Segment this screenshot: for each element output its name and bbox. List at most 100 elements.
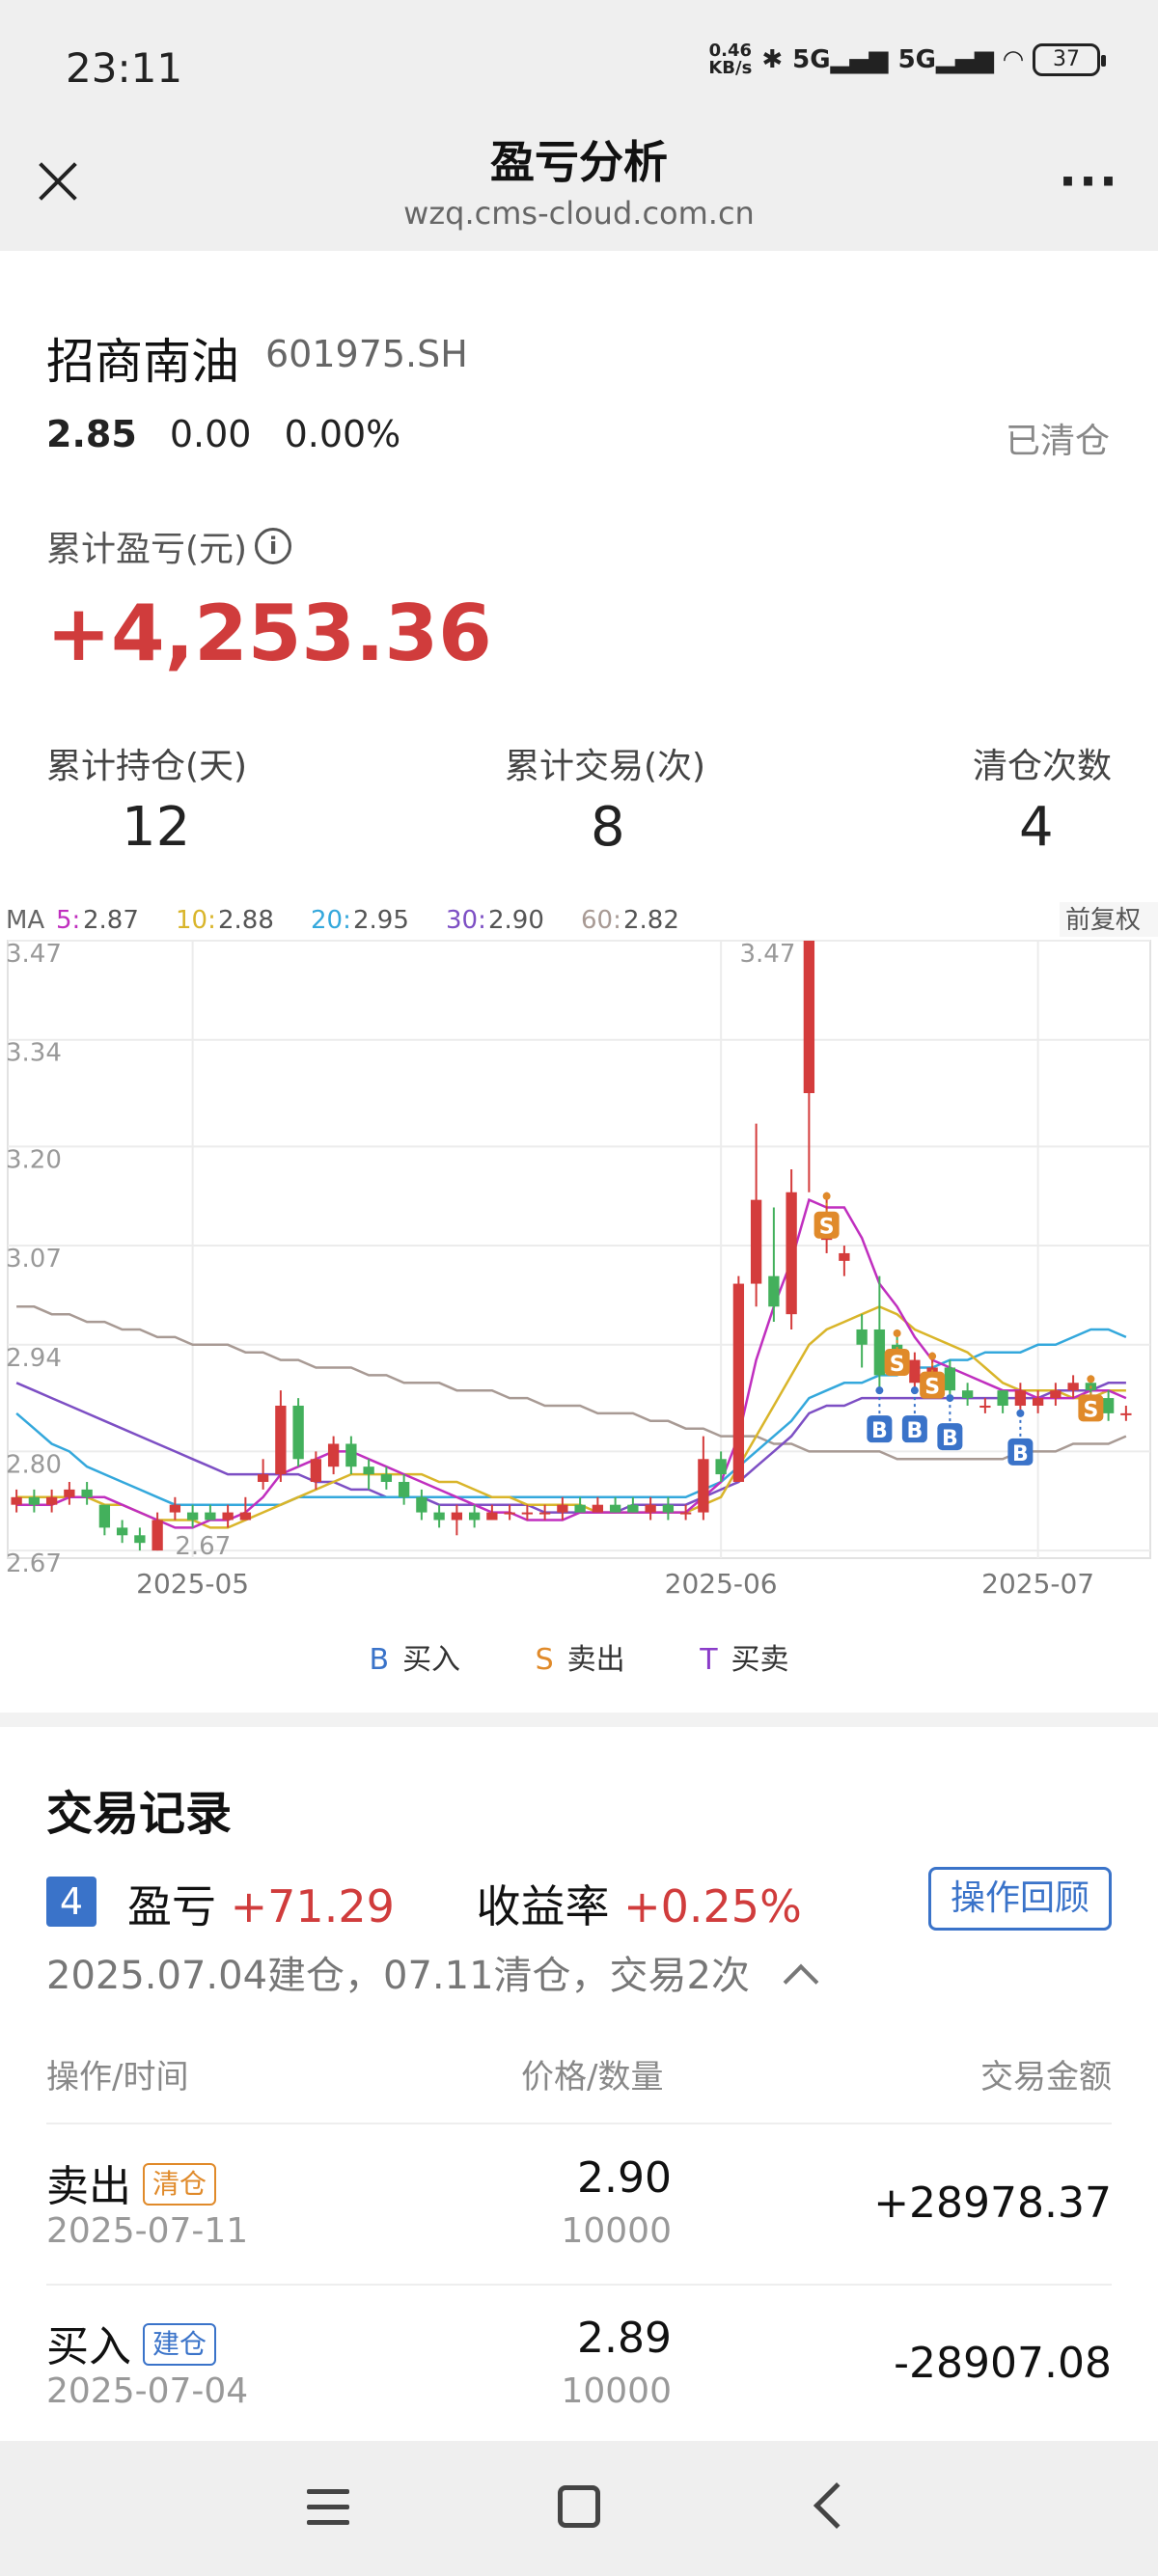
sell-marker bbox=[813, 1211, 840, 1239]
menu-icon[interactable] bbox=[307, 2489, 349, 2528]
candle-body bbox=[468, 1512, 481, 1521]
buy-marker bbox=[1007, 1438, 1034, 1466]
record-description[interactable]: 2025.07.04建仓，07.11清仓，交易2次 bbox=[46, 1944, 819, 2000]
candle-body bbox=[609, 1504, 621, 1513]
candle-body bbox=[786, 1192, 797, 1315]
buy-marker bbox=[867, 1415, 893, 1443]
row-amount: +28978.37 bbox=[873, 2179, 1112, 2228]
stat-holding-days-value: 12 bbox=[122, 796, 191, 859]
stat-clear-count-label: 清仓次数 bbox=[972, 747, 1112, 786]
header-operation-time: 操作/时间 bbox=[46, 2058, 189, 2096]
legend-sell: S 卖出 bbox=[535, 1643, 625, 1677]
candle-body bbox=[152, 1520, 163, 1551]
candle-body bbox=[839, 1252, 850, 1261]
min-price-label: 2.67 bbox=[175, 1532, 231, 1561]
x-tick-label: 2025-07 bbox=[981, 1568, 1094, 1597]
page-url: wzq.cms-cloud.com.cn bbox=[403, 195, 755, 232]
ma-value-30: 2.90 bbox=[488, 906, 544, 935]
chevron-up-icon[interactable] bbox=[783, 1963, 819, 2000]
candle-body bbox=[45, 1496, 58, 1505]
candle-body bbox=[433, 1512, 445, 1521]
trade-records-card: 交易记录 4 盈亏 +71.29 收益率 +0.25% 操作回顾 2025.07… bbox=[0, 1727, 1158, 2441]
candle-body bbox=[1120, 1412, 1132, 1415]
stat-holding-days-label: 累计持仓(天) bbox=[46, 747, 248, 786]
candle-body bbox=[662, 1504, 675, 1513]
system-nav-bar bbox=[0, 2441, 1158, 2576]
candle-body bbox=[909, 1359, 921, 1384]
x-tick-label: 2025-05 bbox=[136, 1568, 249, 1597]
kline-chart-svg: MA 5: 2.87 10: 2.88 20: 2.95 30: 2.90 60: 2.82 前复权 3… bbox=[6, 902, 1158, 1600]
buy-marker-label: B bbox=[871, 1419, 888, 1443]
record-summary: 盈亏 +71.29 收益率 +0.25% bbox=[127, 1880, 802, 1932]
ma-prefix: MA bbox=[6, 906, 44, 935]
y-tick-label: 2.94 bbox=[6, 1344, 62, 1373]
candle-body bbox=[1014, 1390, 1027, 1406]
ma-value-60: 2.82 bbox=[623, 906, 679, 935]
more-menu-icon[interactable]: ··· bbox=[1059, 153, 1119, 209]
buy-marker bbox=[937, 1423, 963, 1451]
divider bbox=[46, 2123, 1112, 2124]
header-amount: 交易金额 bbox=[980, 2058, 1112, 2096]
buy-marker bbox=[901, 1415, 927, 1443]
y-tick-label: 3.47 bbox=[6, 940, 62, 969]
row-qty: 10000 bbox=[561, 2211, 672, 2251]
candle-body bbox=[81, 1489, 93, 1497]
ma-label-30: 30: bbox=[446, 906, 486, 935]
legend-buy: B 买入 bbox=[369, 1643, 461, 1677]
candle-body bbox=[521, 1512, 534, 1515]
row-operation: 卖出 清仓 bbox=[46, 2151, 217, 2213]
row-date: 2025-07-11 bbox=[46, 2211, 249, 2251]
sell-marker bbox=[920, 1371, 946, 1399]
candle-body bbox=[116, 1527, 128, 1536]
ma5-line bbox=[16, 1197, 1127, 1529]
home-icon[interactable] bbox=[558, 2485, 600, 2528]
buy-marker-dot bbox=[946, 1394, 954, 1403]
stat-clear-count-value: 4 bbox=[1019, 796, 1054, 859]
candle-body bbox=[398, 1481, 410, 1497]
candle-body bbox=[28, 1496, 41, 1505]
stock-price: 2.85 bbox=[46, 413, 137, 455]
y-tick-label: 3.20 bbox=[6, 1145, 62, 1174]
signal-5g-icon-2: 5G▂▄▆ bbox=[897, 45, 994, 74]
adjust-label: 前复权 bbox=[1065, 906, 1141, 935]
row-price: 2.90 bbox=[577, 2153, 672, 2203]
candle-body bbox=[732, 1283, 745, 1482]
candle-body bbox=[1032, 1398, 1044, 1406]
back-icon[interactable] bbox=[813, 2481, 861, 2530]
candle-body bbox=[961, 1390, 974, 1399]
candle-body bbox=[98, 1504, 111, 1528]
buy-marker-label: B bbox=[942, 1427, 958, 1451]
stock-change-pct: 0.00% bbox=[284, 413, 401, 455]
cumulative-pl-label: 累计盈亏(元) i bbox=[46, 521, 292, 571]
sell-marker-label: S bbox=[1083, 1398, 1098, 1422]
stock-summary-card: 招商南油 601975.SH 2.85 0.00 0.00% 已清仓 累计盈亏(… bbox=[0, 251, 1158, 1713]
sell-marker-dot bbox=[928, 1352, 937, 1360]
candle-body bbox=[538, 1512, 551, 1515]
sell-marker-label: S bbox=[819, 1216, 835, 1240]
candle-body bbox=[327, 1443, 340, 1467]
candle-body bbox=[820, 1238, 833, 1241]
ma20-line bbox=[15, 1328, 1127, 1506]
candle-body bbox=[416, 1496, 427, 1513]
buy-marker-dot bbox=[1016, 1409, 1025, 1417]
trade-marker-legend: B 买入 S 卖出 T 买卖 bbox=[0, 1635, 1158, 1678]
candle-body bbox=[803, 941, 815, 1094]
kline-chart[interactable]: MA 5: 2.87 10: 2.88 20: 2.95 30: 2.90 60: 2.82 前复权 3… bbox=[0, 902, 1158, 1857]
signal-5g-icon-1: 5G▂▄▆ bbox=[792, 45, 889, 74]
legend-both: T 买卖 bbox=[700, 1643, 789, 1677]
sell-marker bbox=[1078, 1394, 1104, 1422]
row-amount: -28907.08 bbox=[894, 2339, 1112, 2388]
info-icon[interactable]: i bbox=[255, 528, 292, 564]
position-status: 已清仓 bbox=[1005, 422, 1110, 461]
replay-button[interactable]: 操作回顾 bbox=[928, 1867, 1112, 1931]
ma60-line bbox=[16, 1305, 1127, 1461]
candle-body bbox=[715, 1459, 727, 1475]
bluetooth-icon: ✱ bbox=[761, 45, 784, 74]
tag-build: 建仓 bbox=[143, 2323, 217, 2366]
y-tick-label: 3.34 bbox=[6, 1039, 62, 1068]
title-bar: 盈亏分析 wzq.cms-cloud.com.cn ··· bbox=[0, 114, 1158, 251]
candle-body bbox=[997, 1390, 1008, 1406]
row-price: 2.89 bbox=[577, 2314, 672, 2363]
candle-body bbox=[1102, 1398, 1115, 1413]
candle-body bbox=[11, 1496, 22, 1505]
